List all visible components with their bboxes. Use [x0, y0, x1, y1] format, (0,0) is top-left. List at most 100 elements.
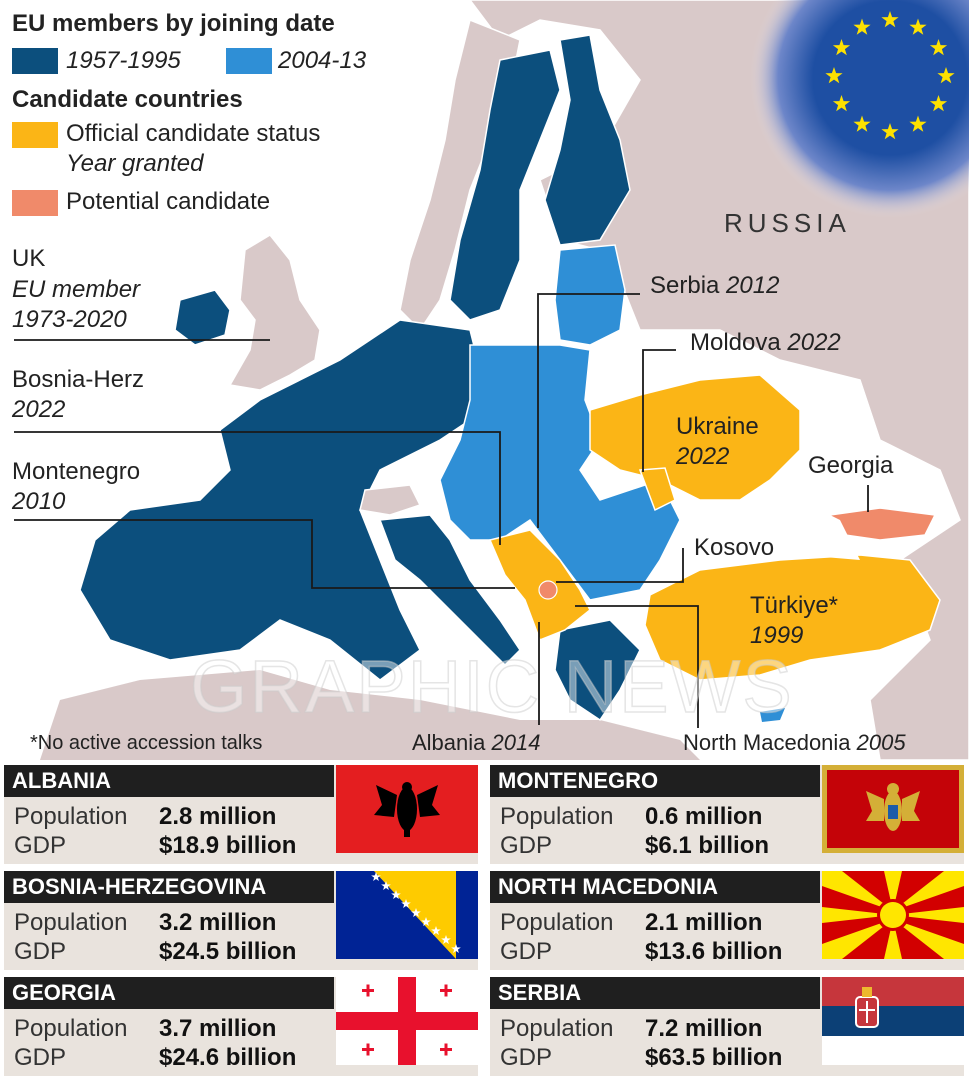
legend-range-1: 1957-1995: [66, 47, 181, 74]
turkiye-shape: [644, 554, 941, 681]
legend-members-title: EU members by joining date: [12, 10, 335, 37]
gdp-value: $18.9 billion: [159, 832, 297, 859]
population-label: Population: [14, 803, 128, 830]
eu-star: [929, 95, 948, 112]
country-card: GEORGIA Population 3.7 million GDP $24.6 bil…: [4, 977, 478, 1076]
label-turkiye-year: 1999: [750, 622, 804, 649]
western-eu-shape: [79, 319, 481, 681]
kosovo-leader-line: [556, 548, 684, 583]
label-north-macedonia-year: 2005: [856, 730, 906, 755]
black-sea: [680, 500, 860, 570]
eu-star: [832, 39, 851, 56]
montenegro-flag: [822, 765, 964, 858]
country-card: MONTENEGRO Population 0.6 million GDP $6.1 b…: [490, 765, 964, 864]
gdp-value: $63.5 billion: [645, 1044, 783, 1071]
label-russia: RUSSIA: [724, 208, 851, 238]
label-north-macedonia: North Macedonia 2005: [683, 730, 906, 756]
gdp-label: GDP: [14, 832, 67, 859]
label-serbia-year: 2012: [726, 272, 780, 299]
country-name: GEORGIA: [4, 977, 334, 1009]
label-kosovo-name: Kosovo: [694, 534, 775, 561]
swatch-candidate: [12, 122, 58, 148]
population-value: 3.7 million: [159, 1015, 277, 1042]
greece-shape: [554, 619, 641, 722]
baltics-shape: [554, 244, 626, 346]
label-moldova-year: 2022: [787, 329, 841, 356]
gdp-label: GDP: [500, 832, 553, 859]
north-africa: [40, 670, 700, 760]
label-montenegro-year: 2010: [12, 488, 66, 515]
legend-range-2: 2004-13: [278, 47, 367, 74]
population-label: Population: [500, 1015, 614, 1042]
bosnia-flag: [336, 871, 478, 964]
gdp-value: $24.6 billion: [159, 1044, 297, 1071]
population-value: 2.8 million: [159, 803, 277, 830]
legend-candidates-title: Candidate countries: [12, 86, 243, 113]
moldova-leader-line: [642, 349, 676, 472]
country-card: ALBANIA Population 2.8 million GDP $18.9 bil…: [4, 765, 478, 864]
population-value: 3.2 million: [159, 909, 277, 936]
gdp-label: GDP: [14, 938, 67, 965]
watermark: GRAPHIC NEWS: [190, 645, 794, 728]
label-ukraine-year: 2022: [676, 443, 730, 470]
gdp-label: GDP: [14, 1044, 67, 1071]
population-label: Population: [500, 803, 614, 830]
eu-star: [909, 115, 927, 132]
label-georgia-name: Georgia: [808, 452, 894, 479]
label-uk-note-1: EU member: [12, 276, 141, 303]
serbia-leader-line: [537, 293, 640, 528]
country-card: BOSNIA-HERZEGOVINA Population 3.2 million G…: [4, 871, 478, 970]
montenegro-leader-line: [14, 519, 515, 589]
footnote: *No active accession talks: [30, 732, 263, 754]
label-uk-note-2: 1973-2020: [12, 306, 127, 333]
population-value: 2.1 million: [645, 909, 763, 936]
swatch-potential: [12, 190, 58, 216]
country-name: BOSNIA-HERZEGOVINA: [4, 871, 334, 903]
population-label: Population: [500, 909, 614, 936]
sweden-shape: [449, 49, 561, 321]
gdp-label: GDP: [500, 938, 553, 965]
eu-star: [937, 67, 955, 84]
label-bosnia-year: 2022: [12, 396, 66, 423]
swatch-light-blue: [226, 48, 272, 74]
eu-star: [853, 115, 871, 132]
eu-star: [929, 39, 948, 56]
country-name: SERBIA: [490, 977, 820, 1009]
legend-official: Official candidate status: [66, 120, 321, 147]
finland-shape: [544, 34, 631, 246]
country-name: NORTH MACEDONIA: [490, 871, 820, 903]
swatch-dark-blue: [12, 48, 58, 74]
country-card: NORTH MACEDONIA Population 2.1 million GDP $…: [490, 871, 964, 970]
label-moldova-name: Moldova: [690, 329, 781, 356]
label-bosnia-name: Bosnia-Herz: [12, 366, 145, 393]
kosovo-shape: [538, 580, 558, 600]
label-ukraine-name: Ukraine: [676, 413, 759, 440]
europe-map: GRAPHIC NEWS: [14, 0, 969, 760]
eu-star: [881, 11, 899, 28]
legend-potential: Potential candidate: [66, 188, 271, 215]
population-label: Population: [14, 909, 128, 936]
gdp-value: $13.6 billion: [645, 938, 783, 965]
switzerland-shape: [359, 484, 422, 516]
gdp-value: $6.1 billion: [645, 832, 770, 859]
eu-star: [825, 67, 843, 84]
label-montenegro-name: Montenegro: [12, 458, 141, 485]
uk-shape: [228, 234, 321, 391]
label-albania: Albania 2014: [412, 730, 540, 756]
eu-star: [909, 18, 927, 35]
bosnia-leader-line: [14, 431, 501, 545]
population-value: 7.2 million: [645, 1015, 763, 1042]
serbia-flag: [822, 977, 964, 1070]
population-label: Population: [14, 1015, 128, 1042]
eu-star: [853, 18, 871, 35]
population-value: 0.6 million: [645, 803, 763, 830]
leader-lines: [14, 293, 869, 728]
label-albania-year: 2014: [491, 730, 541, 755]
label-north-macedonia-name: North Macedonia: [683, 730, 851, 755]
eu-flag-glow: [750, 0, 969, 218]
label-uk-name: UK: [12, 245, 46, 272]
country-card: SERBIA Population 7.2 million GDP $63.5 bill…: [490, 977, 964, 1076]
albania-flag: [336, 765, 478, 858]
gdp-label: GDP: [500, 1044, 553, 1071]
